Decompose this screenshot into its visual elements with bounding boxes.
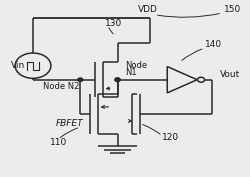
Circle shape: [115, 78, 120, 81]
Text: Vin: Vin: [11, 61, 25, 70]
Text: Vout: Vout: [220, 70, 240, 79]
Text: 130: 130: [105, 19, 122, 28]
Text: 110: 110: [50, 138, 68, 147]
Text: 140: 140: [204, 40, 222, 49]
Text: Node N2: Node N2: [43, 82, 79, 91]
Circle shape: [78, 78, 83, 81]
Text: 150: 150: [224, 5, 242, 14]
Text: VDD: VDD: [138, 5, 157, 14]
Text: Node: Node: [125, 61, 147, 70]
Text: N1: N1: [125, 68, 136, 77]
Text: 120: 120: [162, 133, 180, 142]
Circle shape: [115, 78, 120, 81]
Text: FBFET: FBFET: [56, 119, 83, 128]
